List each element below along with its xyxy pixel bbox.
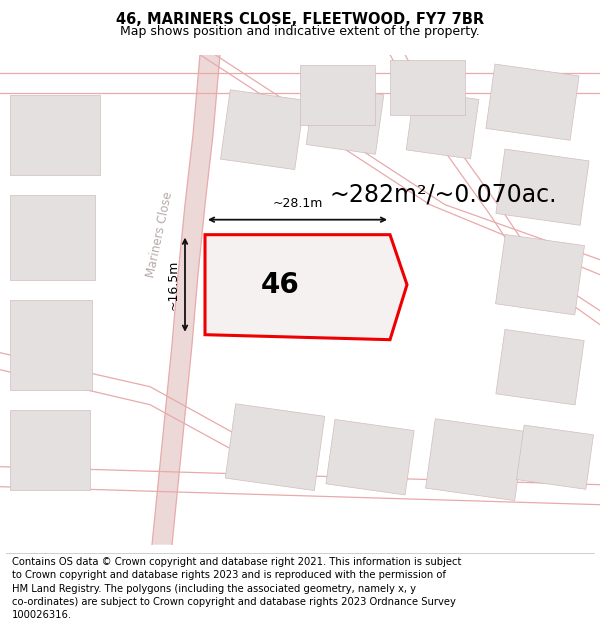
Text: 46, MARINERS CLOSE, FLEETWOOD, FY7 7BR: 46, MARINERS CLOSE, FLEETWOOD, FY7 7BR bbox=[116, 12, 484, 27]
Polygon shape bbox=[230, 254, 345, 324]
Polygon shape bbox=[220, 90, 305, 169]
Text: ~16.5m: ~16.5m bbox=[167, 259, 180, 310]
Polygon shape bbox=[496, 329, 584, 405]
Polygon shape bbox=[225, 404, 325, 491]
Polygon shape bbox=[205, 234, 407, 339]
Polygon shape bbox=[406, 91, 479, 159]
Polygon shape bbox=[496, 234, 584, 315]
Polygon shape bbox=[425, 419, 524, 501]
Text: Map shows position and indicative extent of the property.: Map shows position and indicative extent… bbox=[120, 24, 480, 38]
Polygon shape bbox=[10, 410, 90, 489]
Text: Mariners Close: Mariners Close bbox=[145, 191, 175, 279]
Text: ~282m²/~0.070ac.: ~282m²/~0.070ac. bbox=[330, 182, 557, 207]
Text: ~28.1m: ~28.1m bbox=[272, 197, 323, 209]
Polygon shape bbox=[326, 419, 414, 495]
Polygon shape bbox=[390, 59, 465, 114]
Text: 46: 46 bbox=[260, 271, 299, 299]
Polygon shape bbox=[10, 194, 95, 279]
Polygon shape bbox=[517, 425, 593, 489]
Polygon shape bbox=[306, 85, 384, 154]
Polygon shape bbox=[152, 54, 220, 544]
Polygon shape bbox=[10, 299, 92, 390]
Polygon shape bbox=[300, 64, 375, 124]
Polygon shape bbox=[496, 149, 589, 225]
Text: Contains OS data © Crown copyright and database right 2021. This information is : Contains OS data © Crown copyright and d… bbox=[12, 557, 461, 620]
Polygon shape bbox=[10, 94, 100, 174]
Polygon shape bbox=[486, 64, 579, 140]
